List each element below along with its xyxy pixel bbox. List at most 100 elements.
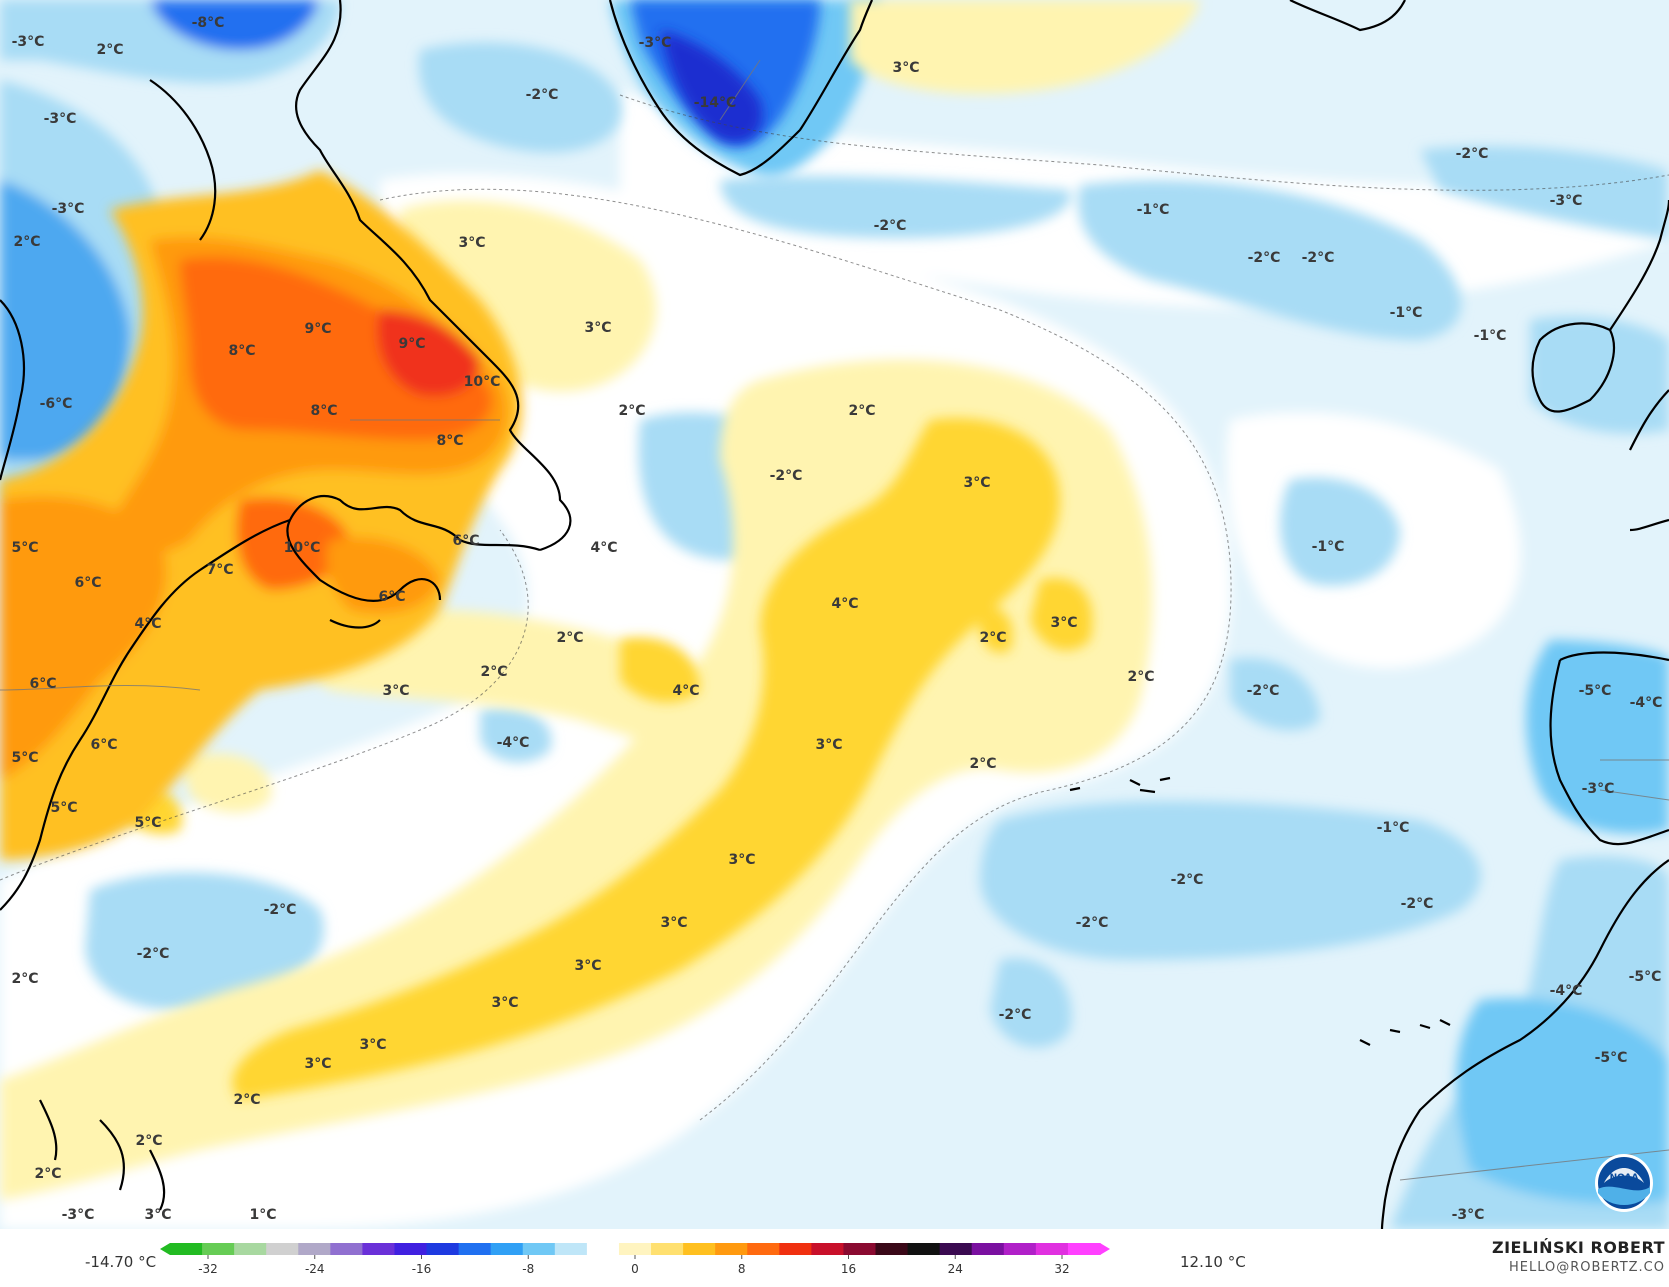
colorbar-swatch (779, 1243, 812, 1255)
colorbar-tick-label: -32 (198, 1262, 218, 1276)
temperature-label: -8°C (192, 15, 225, 31)
temperature-label: 2°C (96, 42, 123, 58)
temperature-label: 6°C (74, 575, 101, 591)
temperature-label: -2°C (1247, 683, 1280, 699)
colorbar-swatch (1035, 1243, 1069, 1255)
colorbar-min-label: -14.70 °C (85, 1253, 157, 1271)
colorbar-swatch (651, 1243, 684, 1255)
temperature-label: -1°C (1137, 202, 1170, 218)
temperature-label: 2°C (11, 971, 38, 987)
temperature-label: 6°C (378, 589, 405, 605)
temperature-label: 9°C (398, 336, 425, 352)
colorbar-swatch (683, 1243, 716, 1255)
colorbar-swatch (394, 1243, 428, 1255)
temperature-label: 3°C (892, 60, 919, 76)
colorbar-swatch (458, 1243, 492, 1255)
colorbar-swatch (1067, 1243, 1101, 1255)
colorbar-tick-label: -24 (305, 1262, 325, 1276)
temperature-label: 6°C (29, 676, 56, 692)
colorbar-tick-label: 32 (1054, 1262, 1069, 1276)
temperature-anomaly-map: -8°C -3°C 2°C -3°C -2°C -14°C 3°C -3°C -2°C -3°C -… (0, 0, 1669, 1229)
colorbar-swatch (811, 1243, 845, 1255)
author-name: ZIELIŃSKI ROBERT (1491, 1238, 1665, 1257)
temperature-label: -3°C (639, 35, 672, 51)
colorbar-swatch (715, 1243, 748, 1255)
colorbar-swatch (170, 1243, 203, 1255)
temperature-label: 2°C (1127, 669, 1154, 685)
temperature-label: -5°C (1629, 969, 1662, 985)
temperature-label: 10°C (464, 374, 501, 390)
temperature-label: 3°C (728, 852, 755, 868)
temperature-label: 10°C (284, 540, 321, 556)
temperature-label: 9°C (304, 321, 331, 337)
temperature-label: -1°C (1390, 305, 1423, 321)
colorbar-swatch (586, 1243, 620, 1255)
temperature-label: 5°C (11, 540, 38, 556)
temperature-label: 7°C (206, 562, 233, 578)
colorbar-ticks: -32 -24 -16 -8 0 8 16 24 32 (198, 1255, 1070, 1276)
temperature-label: 6°C (90, 737, 117, 753)
colorbar-swatch (907, 1243, 941, 1255)
temperature-label: 2°C (969, 756, 996, 772)
temperature-label: -1°C (1312, 539, 1345, 555)
colorbar-swatches (160, 1243, 1110, 1255)
temperature-label: 2°C (556, 630, 583, 646)
temperature-label: 3°C (1050, 615, 1077, 631)
temperature-label: -4°C (1630, 695, 1663, 711)
temperature-label: 4°C (831, 596, 858, 612)
temperature-label: -2°C (874, 218, 907, 234)
colorbar-swatch (522, 1243, 556, 1255)
temperature-label: 2°C (848, 403, 875, 419)
colorbar-swatch (234, 1243, 267, 1255)
contour-lines (0, 94, 1669, 1121)
temperature-label: -1°C (1377, 820, 1410, 836)
warm-band (120, 418, 1093, 1101)
temperature-label: -4°C (1550, 983, 1583, 999)
temperature-label: 8°C (436, 433, 463, 449)
colorbar-swatch (490, 1243, 524, 1255)
colorbar-swatch (843, 1243, 877, 1255)
colorbar-swatch (618, 1243, 652, 1255)
greenland-cold (610, 0, 880, 177)
author-email: HELLO@ROBERTZ.CO (1508, 1260, 1665, 1275)
temperature-label: -2°C (1248, 250, 1281, 266)
colorbar-swatch (426, 1243, 460, 1255)
temperature-label: 2°C (618, 403, 645, 419)
temperature-label: 3°C (584, 320, 611, 336)
colorbar-tick-label: 16 (841, 1262, 856, 1276)
temperature-label: 2°C (13, 234, 40, 250)
noaa-logo-text: NOAA (1610, 1173, 1639, 1183)
temperature-label: -2°C (1401, 896, 1434, 912)
author-credit: ZIELIŃSKI ROBERT HELLO@ROBERTZ.CO (1492, 1238, 1665, 1275)
temperature-label: -2°C (137, 946, 170, 962)
temperature-label: -2°C (526, 87, 559, 103)
colorbar-swatch (362, 1243, 396, 1255)
temperature-label: 2°C (34, 1166, 61, 1182)
colorbar-swatch (1003, 1243, 1037, 1255)
temperature-label: -1°C (1474, 328, 1507, 344)
colorbar-tick-label: -8 (522, 1262, 534, 1276)
temperature-label: 8°C (228, 343, 255, 359)
temperature-label: -2°C (770, 468, 803, 484)
temperature-label: 6°C (452, 533, 479, 549)
colorbar-max-label: 12.10 °C (1180, 1253, 1246, 1271)
temperature-label: -3°C (62, 1207, 95, 1223)
temperature-label: -2°C (999, 1007, 1032, 1023)
north-america-warm (0, 170, 522, 860)
temperature-label: -2°C (1076, 915, 1109, 931)
colorbar-swatch (971, 1243, 1005, 1255)
temperature-label: -14°C (694, 95, 737, 111)
colorbar-swatch (747, 1243, 780, 1255)
temperature-label: -3°C (12, 34, 45, 50)
temperature-label: 3°C (963, 475, 990, 491)
colorbar-swatch (554, 1243, 588, 1255)
temperature-label: 2°C (135, 1133, 162, 1149)
colorbar-arrow-right (1100, 1243, 1110, 1255)
temperature-label: 3°C (304, 1056, 331, 1072)
temperature-label: 4°C (672, 683, 699, 699)
temperature-label: -2°C (264, 902, 297, 918)
temperature-label: -2°C (1456, 146, 1489, 162)
temperature-label: 2°C (979, 630, 1006, 646)
colorbar-tick-label: 0 (631, 1262, 639, 1276)
colorbar-swatch (330, 1243, 364, 1255)
